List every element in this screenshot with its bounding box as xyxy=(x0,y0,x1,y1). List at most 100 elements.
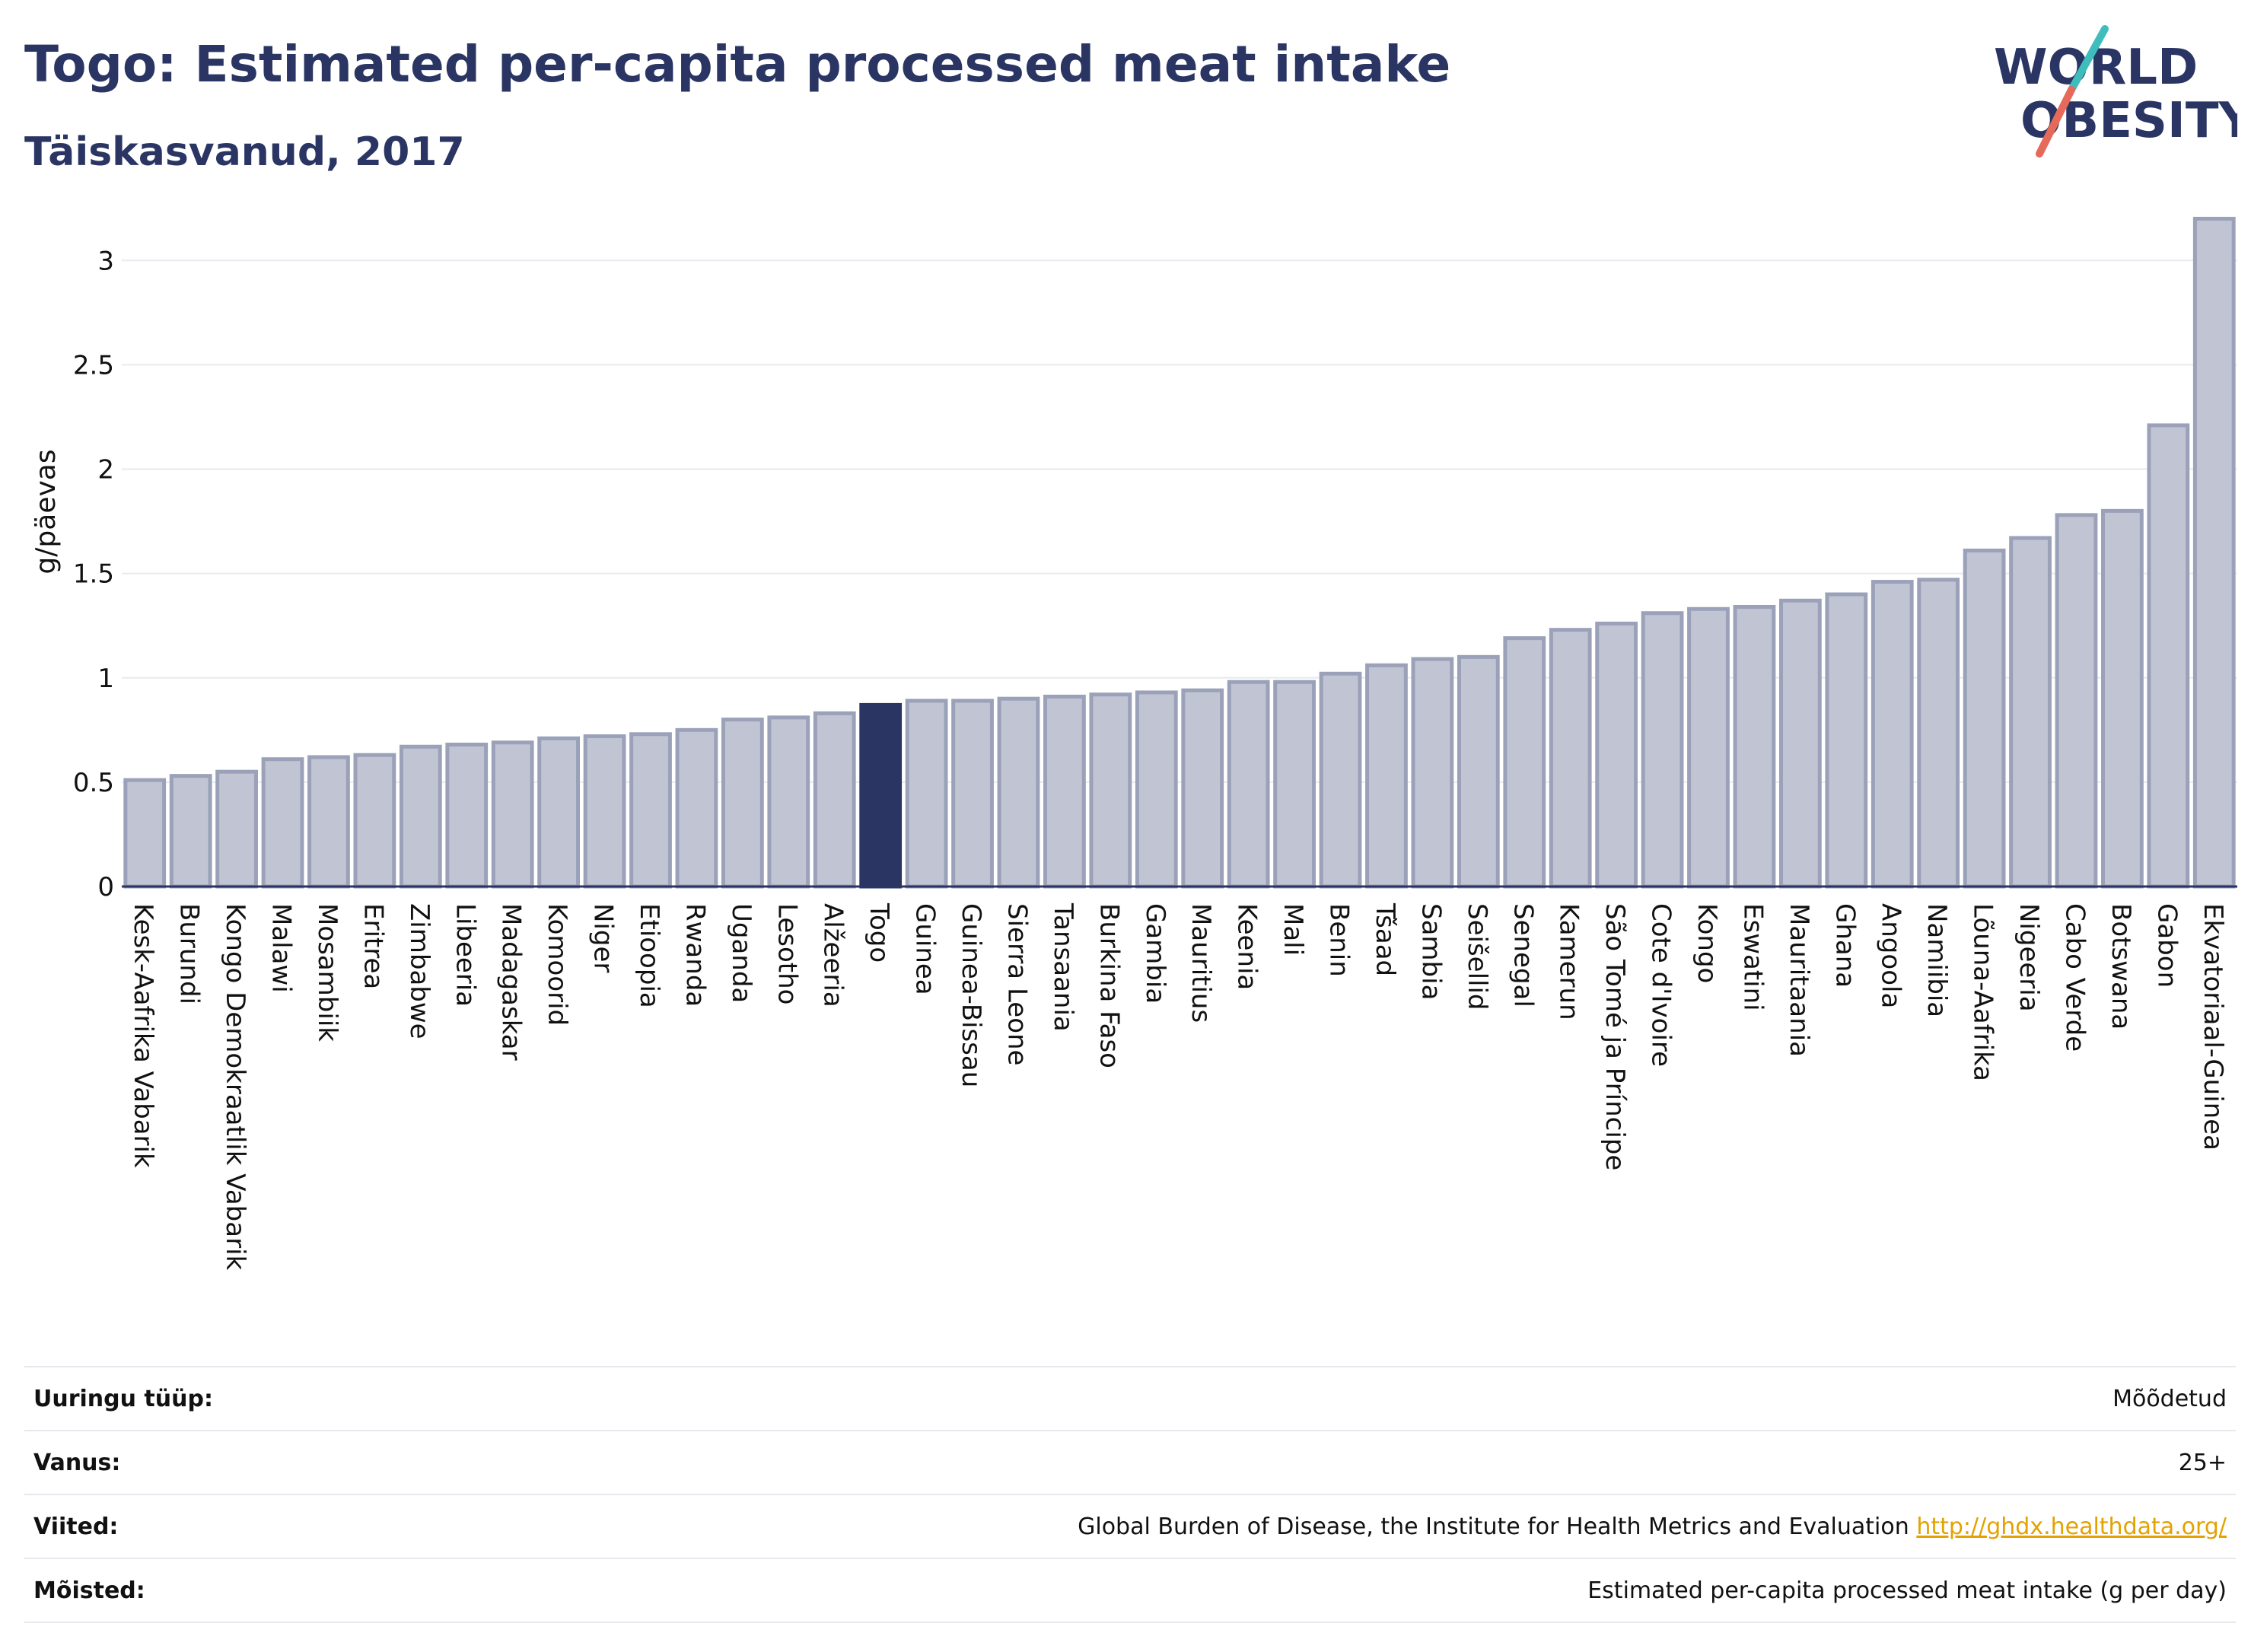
y-tick-label: 1.5 xyxy=(73,559,114,590)
bar-sambia[interactable] xyxy=(1411,657,1454,889)
bar-senegal[interactable] xyxy=(1503,636,1546,889)
x-tick-label: Komoorid xyxy=(542,903,572,1026)
bar-l-una-aafrika[interactable] xyxy=(1963,548,2006,889)
bar-eritrea[interactable] xyxy=(353,753,396,889)
bar-gambia[interactable] xyxy=(1135,690,1178,889)
bar-t-aad[interactable] xyxy=(1365,663,1408,889)
x-tick-label: São Tomé ja Príncipe xyxy=(1600,903,1630,1170)
x-tick-label: Alžeeria xyxy=(818,903,849,1007)
x-tick-label: Gambia xyxy=(1140,903,1170,1004)
x-tick-label: Angoola xyxy=(1876,903,1906,1008)
meta-row: Mõisted: Estimated per-capita processed m… xyxy=(24,1558,2236,1623)
x-tick-label: Sierra Leone xyxy=(1001,903,1032,1065)
bar-mosambiik[interactable] xyxy=(307,755,350,889)
x-tick-label: Uganda xyxy=(726,903,756,1003)
meta-label: Vanus: xyxy=(33,1449,121,1476)
x-tick-label: Tšaad xyxy=(1370,902,1400,976)
x-tick-label: Keenia xyxy=(1232,903,1262,990)
metadata-table: Uuringu tüüp: Mõõdetud Vanus: 25+ Viited: Glo… xyxy=(24,1366,2236,1623)
bar-sierra-leone[interactable] xyxy=(997,696,1040,889)
x-tick-label: Eritrea xyxy=(358,903,388,989)
bar-eswatini[interactable] xyxy=(1733,605,1776,889)
x-tick-label: Niger xyxy=(588,903,619,972)
bar-cote-d-ivoire[interactable] xyxy=(1641,611,1684,889)
y-tick-label: 0.5 xyxy=(73,768,114,798)
meta-label: Uuringu tüüp: xyxy=(33,1385,213,1412)
x-tick-label: Benin xyxy=(1324,903,1355,977)
y-tick-label: 3 xyxy=(97,246,114,276)
bars xyxy=(123,216,2236,889)
chart-title: Togo: Estimated per-capita processed mea… xyxy=(24,35,1451,94)
x-tick-label: Mauritaania xyxy=(1784,903,1814,1057)
bar-benin[interactable] xyxy=(1319,671,1362,889)
bar-angoola[interactable] xyxy=(1871,580,1914,889)
x-tick-label: Kongo xyxy=(1692,903,1722,983)
bar-cabo-verde[interactable] xyxy=(2055,513,2098,889)
x-tick-label: Etioopia xyxy=(634,903,664,1008)
meta-value-text: 25+ xyxy=(2178,1449,2227,1476)
chart-subtitle: Täiskasvanud, 2017 xyxy=(24,129,465,175)
bar-mauritius[interactable] xyxy=(1181,688,1224,889)
y-tick-label: 2 xyxy=(97,455,114,485)
y-axis-label: g/päevas xyxy=(30,449,62,574)
x-tick-label: Mosambiik xyxy=(312,903,342,1042)
meta-label: Viited: xyxy=(33,1513,119,1540)
x-tick-label: Kongo Demokraatlik Vabarik xyxy=(220,903,250,1271)
bar-uganda[interactable] xyxy=(721,718,764,889)
x-tick-label: Cote d'Ivoire xyxy=(1646,903,1676,1067)
bar-al-eeria[interactable] xyxy=(813,711,856,889)
meta-value: 25+ xyxy=(2179,1450,2236,1476)
bar-madagaskar[interactable] xyxy=(491,740,534,889)
bar-nigeeria[interactable] xyxy=(2009,536,2052,889)
bar-guinea-bissau[interactable] xyxy=(951,699,994,889)
source-link[interactable]: http://ghdx.healthdata.org/ xyxy=(1916,1513,2227,1540)
x-tick-label: Togo xyxy=(864,902,894,963)
bar-burundi[interactable] xyxy=(169,774,212,889)
x-tick-label: Gabon xyxy=(2151,903,2182,988)
bar-mauritaania[interactable] xyxy=(1778,598,1822,889)
x-tick-label: Botswana xyxy=(2106,903,2136,1030)
bar-namiibia[interactable] xyxy=(1917,578,1960,889)
bar-burkina-faso[interactable] xyxy=(1089,692,1132,889)
bar-gabon[interactable] xyxy=(2147,423,2190,889)
x-tick-label: Namiibia xyxy=(1921,903,1952,1017)
x-tick-label: Libeeria xyxy=(450,903,480,1007)
bar-rwanda[interactable] xyxy=(675,727,718,889)
bar-sei-ellid[interactable] xyxy=(1457,654,1500,889)
bar-botswana[interactable] xyxy=(2101,508,2144,889)
y-tick-label: 1 xyxy=(97,664,114,694)
meta-value: Global Burden of Disease, the Institute … xyxy=(1078,1514,2236,1540)
y-axis-ticks: 0 0.5 1 1.5 2 2.5 3 xyxy=(73,246,114,902)
bar-mali[interactable] xyxy=(1273,680,1316,889)
bar-keenia[interactable] xyxy=(1227,680,1270,889)
bar-libeeria[interactable] xyxy=(445,743,489,889)
bar-kamerun[interactable] xyxy=(1549,628,1592,889)
x-tick-label: Guinea xyxy=(910,903,941,995)
bar-togo[interactable] xyxy=(859,702,903,889)
x-tick-label: Rwanda xyxy=(680,903,710,1007)
bar-niger[interactable] xyxy=(583,734,626,889)
bar-kongo[interactable] xyxy=(1687,606,1730,889)
bar-guinea[interactable] xyxy=(905,699,948,889)
bar-malawi[interactable] xyxy=(261,757,304,889)
bar-komoorid[interactable] xyxy=(537,736,581,889)
bar-ghana[interactable] xyxy=(1825,592,1868,889)
bar-tansaania[interactable] xyxy=(1043,694,1086,889)
bar-kesk-aafrika-vabarik[interactable] xyxy=(123,778,167,889)
bar-chart: 0 0.5 1 1.5 2 2.5 3 Kesk-Aafrika Vabarik Burund… xyxy=(30,216,2237,1271)
bar-etioopia[interactable] xyxy=(629,732,672,889)
bar-ekvatoriaal-guinea[interactable] xyxy=(2192,216,2236,889)
meta-value: Mõõdetud xyxy=(2113,1386,2236,1412)
x-tick-label: Malawi xyxy=(266,903,297,993)
bar-zimbabwe[interactable] xyxy=(399,744,442,889)
x-tick-label: Senegal xyxy=(1508,903,1538,1007)
x-tick-label: Kamerun xyxy=(1554,903,1584,1020)
bar-lesotho[interactable] xyxy=(767,715,810,889)
meta-label: Mõisted: xyxy=(33,1577,145,1604)
x-tick-label: Lesotho xyxy=(772,903,802,1004)
x-tick-label: Cabo Verde xyxy=(2059,903,2090,1052)
bar-s-o-tom-ja-pr-ncipe[interactable] xyxy=(1595,621,1638,889)
x-tick-label: Sambia xyxy=(1415,903,1446,1000)
x-tick-label: Seišellid xyxy=(1462,903,1492,1011)
bar-kongo-demokraatlik-vabarik[interactable] xyxy=(215,769,258,889)
